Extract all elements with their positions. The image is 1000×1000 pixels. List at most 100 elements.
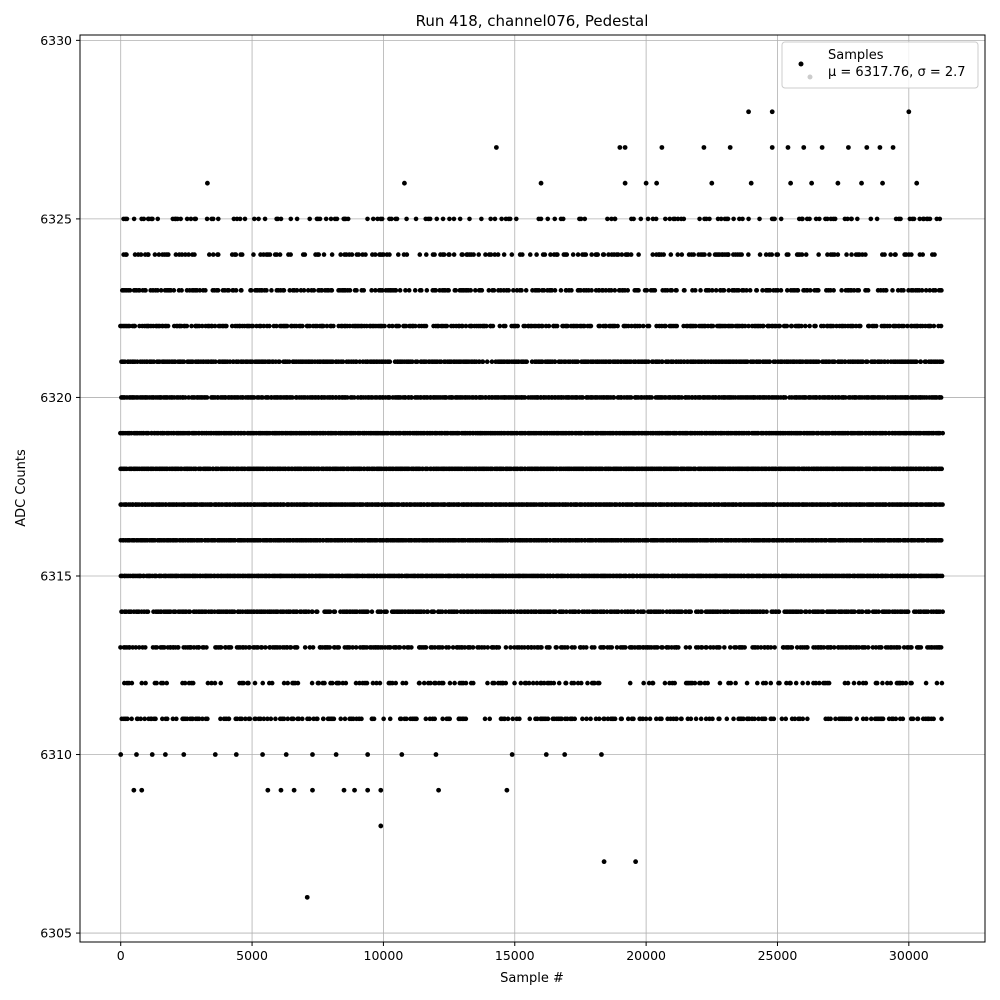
data-point — [799, 609, 804, 614]
data-point — [342, 716, 348, 722]
data-point — [252, 680, 258, 686]
data-point — [865, 359, 870, 365]
data-point — [530, 680, 536, 686]
data-point — [596, 680, 602, 686]
data-point — [432, 645, 438, 650]
data-point — [359, 716, 364, 722]
data-point — [625, 716, 631, 722]
data-point — [502, 716, 507, 722]
data-point — [196, 716, 202, 722]
data-point — [580, 716, 585, 722]
data-point — [728, 680, 734, 686]
data-point — [545, 716, 551, 722]
data-point — [400, 680, 405, 686]
data-point — [247, 716, 253, 722]
data-point — [353, 680, 359, 686]
data-point — [584, 645, 589, 650]
data-point — [534, 716, 540, 722]
data-point — [821, 645, 827, 650]
data-point — [752, 716, 757, 722]
data-point — [332, 609, 338, 614]
data-point — [556, 680, 562, 686]
data-point — [914, 359, 919, 365]
data-point — [559, 716, 564, 722]
data-point — [910, 716, 916, 722]
data-point — [142, 645, 148, 650]
data-point — [851, 680, 857, 686]
data-point — [170, 716, 176, 722]
data-point — [762, 716, 768, 722]
data-point — [848, 716, 853, 722]
data-point — [350, 645, 355, 650]
data-point — [390, 680, 395, 686]
data-point — [831, 645, 837, 650]
data-point — [722, 645, 727, 650]
data-point — [364, 680, 370, 686]
data-point — [353, 645, 359, 650]
data-point — [915, 716, 921, 722]
data-point — [241, 680, 246, 686]
data-point — [578, 680, 584, 686]
data-point — [204, 645, 209, 650]
data-point — [905, 609, 911, 614]
data-point — [856, 645, 862, 650]
data-point — [576, 609, 582, 614]
data-point — [260, 680, 266, 686]
data-point — [611, 395, 617, 400]
data-point — [470, 645, 476, 650]
data-point — [310, 609, 315, 614]
data-point — [619, 716, 625, 722]
data-point — [939, 680, 945, 686]
data-point — [259, 645, 265, 650]
data-point — [440, 716, 445, 722]
data-point — [291, 716, 296, 722]
data-point — [439, 609, 445, 614]
data-point — [382, 323, 387, 329]
data-point — [896, 645, 902, 650]
data-point — [554, 645, 559, 650]
data-point — [534, 680, 540, 686]
data-point — [294, 645, 300, 650]
data-point — [909, 680, 914, 686]
data-point — [384, 609, 389, 614]
data-point — [162, 645, 167, 650]
data-point — [866, 609, 872, 614]
data-point — [365, 609, 370, 614]
data-point — [338, 716, 344, 722]
data-point — [674, 716, 679, 722]
data-point — [918, 359, 924, 365]
data-point — [601, 645, 607, 650]
data-point — [462, 645, 468, 650]
data-point — [447, 716, 453, 722]
data-point — [511, 609, 517, 614]
data-point — [327, 645, 333, 650]
data-point — [246, 680, 251, 686]
data-point — [480, 359, 486, 365]
data-point — [258, 716, 263, 722]
data-point — [546, 323, 552, 329]
data-point — [754, 680, 760, 686]
data-point — [381, 716, 386, 722]
data-point — [485, 680, 490, 686]
data-point — [863, 680, 869, 686]
data-point — [711, 645, 716, 650]
data-point — [710, 716, 715, 722]
data-point — [884, 680, 890, 686]
data-point — [688, 609, 694, 614]
data-point — [154, 680, 159, 686]
data-point — [733, 645, 739, 650]
data-point — [428, 680, 433, 686]
data-point — [776, 609, 782, 614]
data-point — [378, 609, 384, 614]
data-point — [592, 645, 597, 650]
data-point — [370, 680, 376, 686]
data-point — [388, 645, 393, 650]
data-point — [527, 716, 533, 722]
data-point — [129, 680, 135, 686]
data-point — [940, 609, 946, 614]
data-point — [575, 680, 581, 686]
data-point — [874, 680, 880, 686]
data-point — [939, 359, 945, 365]
data-point — [526, 680, 532, 686]
